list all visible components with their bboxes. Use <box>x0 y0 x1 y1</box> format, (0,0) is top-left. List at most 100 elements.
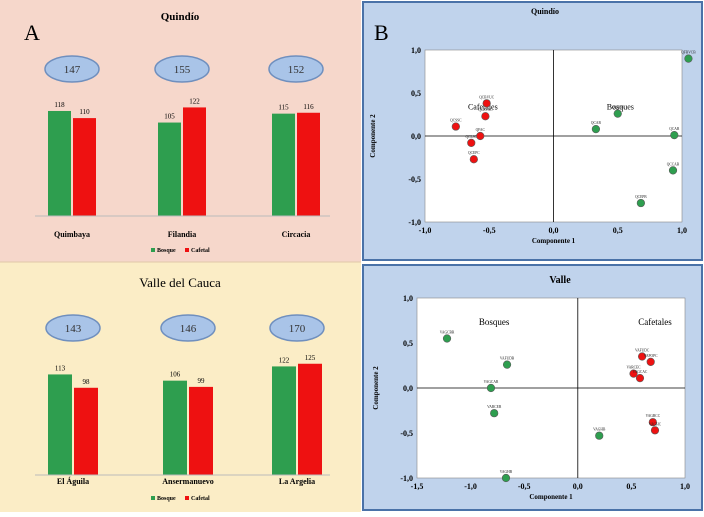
chart-title-quindio-bars: Quindío <box>161 11 200 23</box>
point-label: VAGCBR <box>440 331 455 335</box>
point-label: VARCEC <box>626 366 641 370</box>
bar-cafetal-3 <box>298 363 322 475</box>
x-tick-label: 0,0 <box>573 482 583 491</box>
point-label: QCAB <box>669 127 680 131</box>
y-tick-label: 0,5 <box>403 339 413 348</box>
legend-swatch-cafetal <box>185 248 189 252</box>
bar-value-label: 122 <box>189 97 200 105</box>
panel-label-a: A <box>24 20 40 45</box>
x-axis-label: Componente 1 <box>529 493 573 501</box>
point-bosque <box>490 409 499 418</box>
point-bosque <box>591 125 601 134</box>
group-label: Bosques <box>607 102 634 111</box>
x-tick-label: 0,0 <box>549 226 559 235</box>
legend-label-cafetal: Cafetal <box>191 496 210 502</box>
bar-cafetal-1 <box>73 118 96 216</box>
point-cafetal <box>467 138 476 147</box>
point-label: VAFUDC <box>635 349 650 353</box>
y-tick-label: 0,0 <box>411 132 421 141</box>
bar-bosque-2 <box>158 122 181 216</box>
bar-bosque-3 <box>272 113 295 216</box>
point-label: VAPOPC <box>644 354 658 358</box>
bar-cafetal-3 <box>297 112 320 216</box>
total-oval <box>44 55 100 83</box>
total-oval <box>160 314 216 342</box>
point-cafetal <box>481 112 490 121</box>
bar-cafetal-2 <box>189 386 213 475</box>
category-label: La Argelia <box>279 477 315 486</box>
legend-label-cafetal: Cafetal <box>191 248 210 254</box>
bar-value-label: 125 <box>305 354 316 362</box>
x-tick-label: -1,0 <box>464 482 477 491</box>
bar-value-label: 110 <box>79 108 90 116</box>
category-label: Filandia <box>168 230 196 239</box>
legend-label-bosque: Bosque <box>157 496 176 502</box>
point-label: VAGHC <box>649 422 662 426</box>
point-bosque <box>613 109 622 118</box>
bar-value-label: 118 <box>54 101 65 109</box>
bar-cafetal-1 <box>74 387 98 475</box>
point-cafetal <box>646 357 655 367</box>
total-label: 170 <box>289 323 306 335</box>
point-cafetal <box>482 99 491 108</box>
point-cafetal <box>638 352 647 361</box>
bar-value-label: 115 <box>278 104 289 112</box>
x-axis-label: Componente 1 <box>532 237 576 245</box>
x-tick-label: 0,5 <box>626 482 636 491</box>
point-cafetal <box>476 131 485 141</box>
total-label: 155 <box>174 64 191 76</box>
bar-value-label: 116 <box>303 103 314 111</box>
y-tick-label: 1,0 <box>411 46 421 55</box>
bar-bosque-3 <box>272 366 296 475</box>
category-label: Quimbaya <box>54 230 90 239</box>
total-label: 147 <box>64 64 81 76</box>
total-label: 152 <box>288 64 305 76</box>
bar-bosque-1 <box>48 374 72 475</box>
bar-value-label: 106 <box>170 371 181 379</box>
point-bosque <box>684 54 693 63</box>
y-axis-label: Componente 2 <box>369 114 377 158</box>
point-label: VAGBCC <box>646 414 661 418</box>
group-label: Cafetales <box>468 102 498 111</box>
y-tick-label: -1,0 <box>408 218 421 227</box>
point-bosque <box>595 431 604 440</box>
point-cafetal <box>635 374 645 383</box>
group-label: Cafetales <box>638 317 672 327</box>
point-label: QCEPB <box>635 195 647 199</box>
bar-value-label: 98 <box>83 378 91 386</box>
category-label: Circacia <box>282 230 311 239</box>
x-tick-label: -0,5 <box>518 482 531 491</box>
point-label: QQPFB <box>612 106 624 110</box>
point-label: QCSSC <box>450 119 462 123</box>
legend-swatch-cafetal <box>185 496 189 500</box>
y-axis-label: Componente 2 <box>372 366 380 410</box>
point-bosque <box>636 198 645 208</box>
point-cafetal <box>648 418 657 427</box>
y-tick-label: -0,5 <box>408 175 421 184</box>
total-label: 143 <box>65 323 82 335</box>
point-label: VAFUDB <box>500 357 515 361</box>
point-cafetal <box>469 155 478 164</box>
y-tick-label: 0,5 <box>411 89 421 98</box>
x-tick-label: -0,5 <box>483 226 496 235</box>
point-label: QCBVUC <box>479 95 495 99</box>
y-tick-label: 1,0 <box>403 294 413 303</box>
point-bosque <box>442 334 452 343</box>
chart-title-valle-bars: Valle del Cauca <box>139 275 221 290</box>
bar-chart-valle: 143 113 98 El Águila 146 106 99 Ansermanuevo 170… <box>35 314 330 502</box>
x-tick-label: -1,5 <box>411 482 424 491</box>
point-label: VAGHB <box>593 428 606 432</box>
point-label: QFAC <box>476 128 486 132</box>
bar-chart-quindio: 147 118 110 Quimbaya 155 105 122 Filandia 152 115… <box>35 55 330 254</box>
chart-title-valle-pca: Valle <box>549 275 571 286</box>
bar-bosque-2 <box>163 380 187 475</box>
legend-swatch-bosque <box>151 248 155 252</box>
legend-swatch-bosque <box>151 496 155 500</box>
point-bosque <box>486 383 496 393</box>
bar-value-label: 122 <box>279 356 290 364</box>
y-tick-label: -0,5 <box>400 429 413 438</box>
point-bosque <box>501 473 511 483</box>
point-label: VAGCAB <box>484 380 499 384</box>
point-label: VAGCAC <box>633 370 648 374</box>
